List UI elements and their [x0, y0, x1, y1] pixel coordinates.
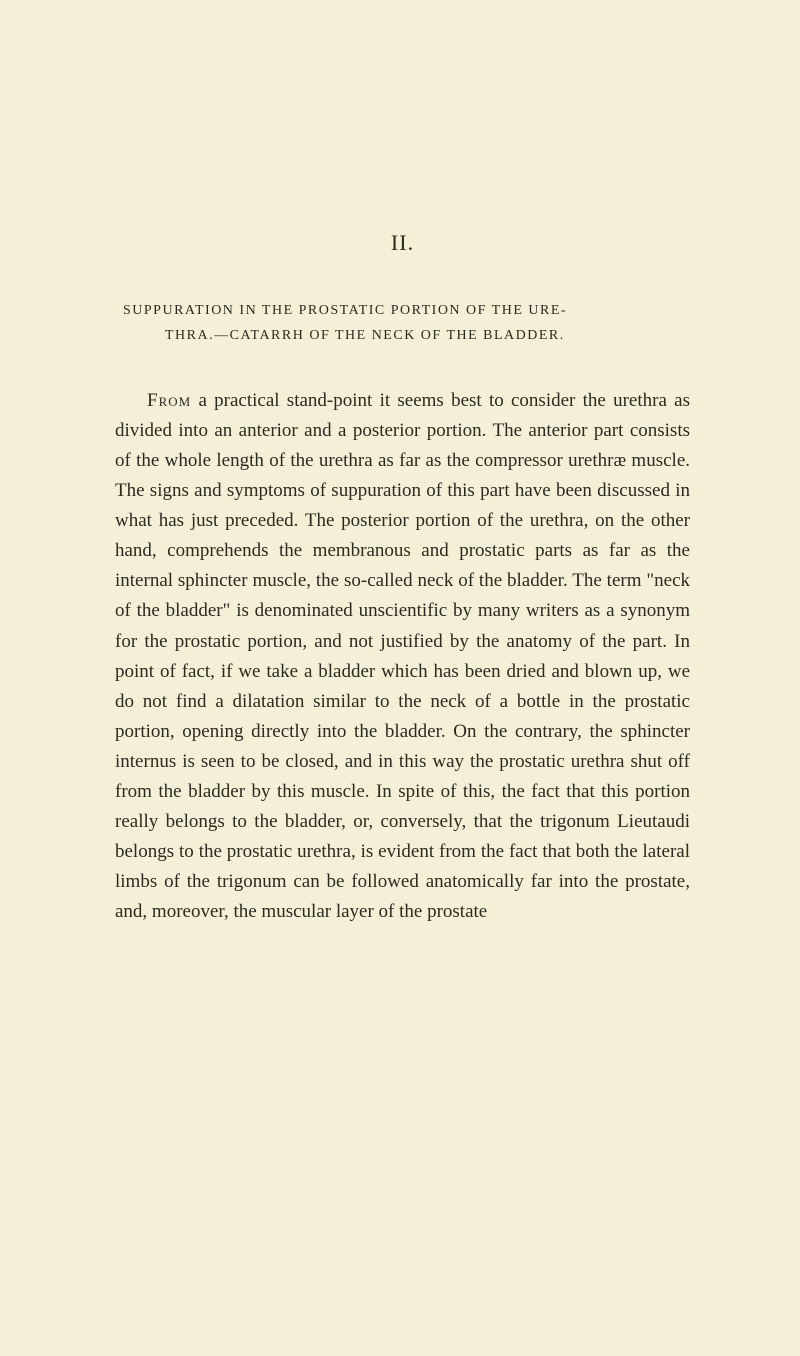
- chapter-title-line2: THRA.—CATARRH OF THE NECK OF THE BLADDER…: [123, 323, 682, 348]
- body-content: a practical stand-point it seems best to…: [115, 390, 690, 921]
- chapter-title-line1: SUPPURATION IN THE PROSTATIC PORTION OF …: [123, 298, 682, 323]
- lead-word: From: [147, 390, 191, 411]
- chapter-number: II.: [115, 230, 690, 256]
- chapter-title: SUPPURATION IN THE PROSTATIC PORTION OF …: [115, 298, 690, 348]
- body-paragraph: From a practical stand-point it seems be…: [115, 386, 690, 926]
